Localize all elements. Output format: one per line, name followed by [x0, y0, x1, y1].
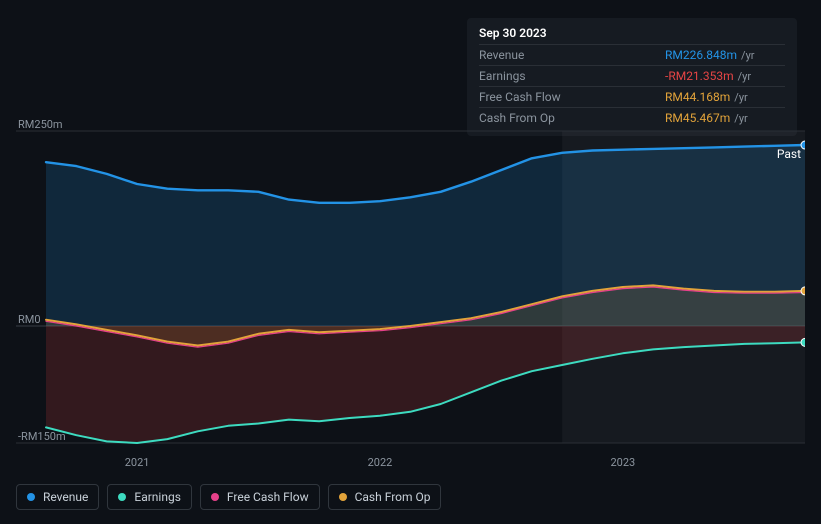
tooltip-metric-value: RM45.467m/yr — [665, 111, 785, 125]
tooltip-metric-label: Free Cash Flow — [479, 90, 561, 104]
line-area-chart — [16, 125, 805, 449]
legend-item[interactable]: Cash From Op — [328, 484, 442, 510]
tooltip-date: Sep 30 2023 — [479, 26, 785, 44]
legend-label: Earnings — [134, 490, 181, 504]
chart-area: Past RM250mRM0-RM150m 202120222023 — [16, 125, 805, 449]
legend-label: Cash From Op — [355, 490, 431, 504]
tooltip-metric-value: -RM21.353m/yr — [665, 69, 785, 83]
tooltip-metric-label: Cash From Op — [479, 111, 555, 125]
tooltip-metric-value: RM226.848m/yr — [665, 48, 785, 62]
tooltip-metric-value: RM44.168m/yr — [665, 90, 785, 104]
legend-label: Free Cash Flow — [227, 490, 309, 504]
tooltip-metric-label: Earnings — [479, 69, 526, 83]
tooltip-metric-label: Revenue — [479, 48, 524, 62]
y-axis-label: RM0 — [18, 313, 41, 326]
data-tooltip: Sep 30 2023 Revenue RM226.848m/yr Earnings… — [467, 18, 797, 136]
legend-dot-icon — [118, 493, 126, 501]
tooltip-row: Revenue RM226.848m/yr — [479, 44, 785, 65]
tooltip-row: Free Cash Flow RM44.168m/yr — [479, 86, 785, 107]
x-axis-label: 2023 — [610, 456, 635, 469]
past-label: Past — [777, 147, 801, 161]
x-axis-label: 2022 — [368, 456, 393, 469]
legend-dot-icon — [27, 493, 35, 501]
x-axis-label: 2021 — [125, 456, 150, 469]
legend-item[interactable]: Earnings — [107, 484, 192, 510]
chart-legend: Revenue Earnings Free Cash Flow Cash From O… — [16, 484, 441, 510]
tooltip-row: Earnings -RM21.353m/yr — [479, 65, 785, 86]
legend-item[interactable]: Free Cash Flow — [200, 484, 320, 510]
legend-item[interactable]: Revenue — [16, 484, 99, 510]
legend-dot-icon — [211, 493, 219, 501]
y-axis-label: -RM150m — [18, 430, 66, 443]
y-axis-label: RM250m — [18, 118, 63, 131]
legend-label: Revenue — [43, 490, 88, 504]
legend-dot-icon — [339, 493, 347, 501]
